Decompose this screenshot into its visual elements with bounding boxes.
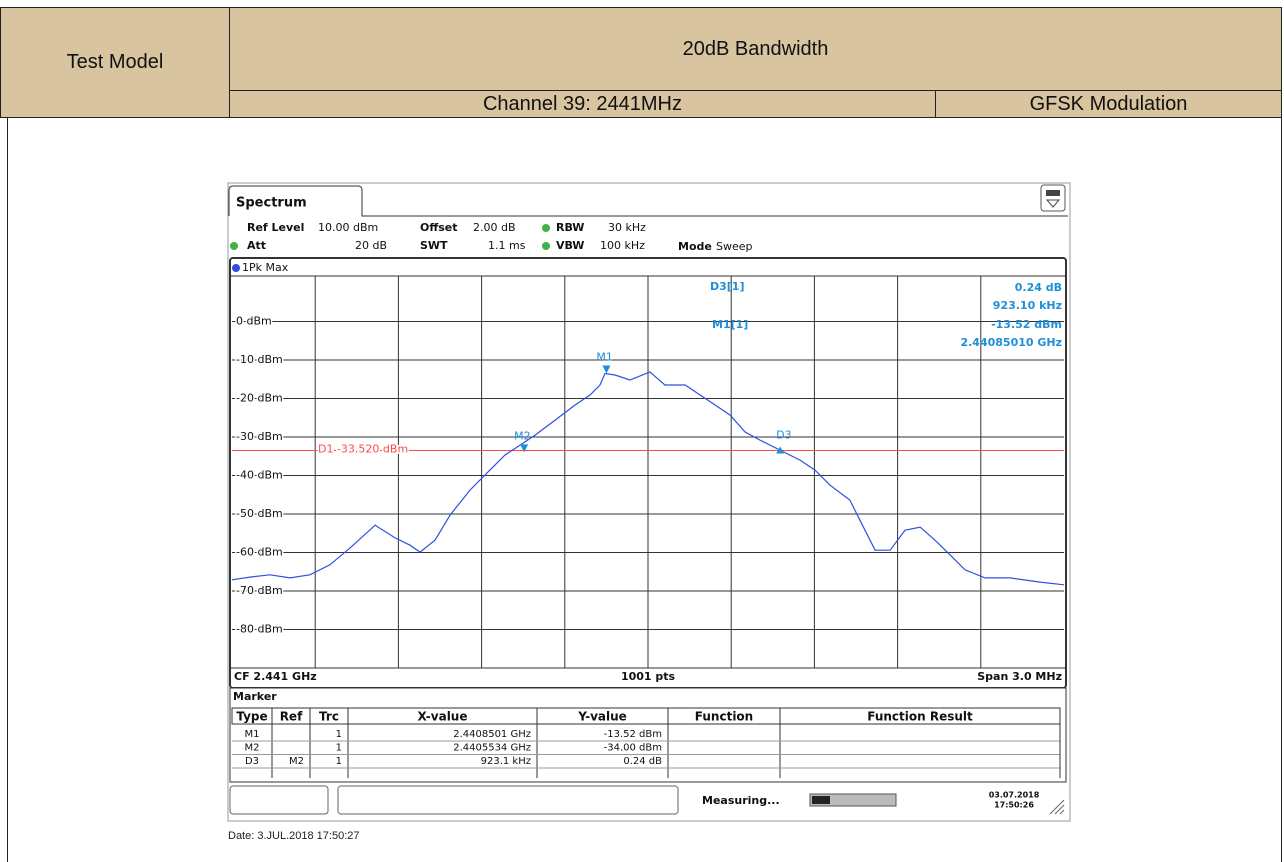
- modulation-cell: GFSK Modulation: [935, 90, 1282, 118]
- span: Span 3.0 MHz: [977, 670, 1062, 683]
- y-tick-label: -10 dBm: [236, 353, 283, 366]
- setting-value: Sweep: [716, 240, 753, 253]
- threshold-label: D1 -33.520 dBm: [318, 443, 408, 456]
- grid: 0 dBm -10 dBm -20 dBm -30 dBm -40 dBm -50 dBm…: [232, 276, 1064, 668]
- status-box: [337, 785, 679, 815]
- readout-label: M1[1]: [712, 318, 748, 331]
- column-header: Function: [695, 710, 753, 724]
- marker-label: D3: [776, 428, 791, 441]
- resize-grip: [1049, 799, 1065, 815]
- timestamp-time: 17:50:26: [994, 801, 1034, 810]
- readout-value: -13.52 dBm: [991, 318, 1062, 331]
- tab-label: Spectrum: [236, 196, 307, 211]
- setting-label: Mode: [678, 240, 712, 253]
- center-frequency: CF 2.441 GHz: [234, 670, 317, 683]
- setting-value: 2.00 dB: [473, 221, 516, 234]
- cell: 1: [336, 743, 342, 754]
- setting-label: Att: [247, 239, 266, 252]
- status: Measuring...: [702, 794, 780, 807]
- title: 20dB Bandwidth: [682, 37, 829, 60]
- readout-label: D3[1]: [710, 280, 745, 293]
- column-header: Function Result: [867, 710, 973, 724]
- title-cell: 20dB Bandwidth: [229, 7, 1282, 91]
- cell: D3: [245, 756, 259, 767]
- test-model-cell: Test Model: [0, 7, 230, 118]
- y-tick-label: -60 dBm: [236, 546, 283, 559]
- y-tick-label: -20 dBm: [236, 392, 283, 405]
- status-dot: [542, 224, 550, 232]
- setting-value: 30 kHz: [608, 221, 646, 234]
- marker-label: M2: [514, 429, 531, 442]
- cell: 1: [336, 729, 342, 740]
- cell: 923.1 kHz: [481, 756, 531, 767]
- cell: -13.52 dBm: [604, 729, 662, 740]
- column-header: Trc: [319, 710, 339, 724]
- marker: [520, 444, 529, 453]
- marker: [602, 365, 611, 374]
- marker-table: Type Ref Trc X-value Y-value Function Function…: [231, 707, 1061, 778]
- tab-outline: [228, 185, 1068, 217]
- modulation: GFSK Modulation: [1029, 92, 1188, 115]
- y-tick-label: -50 dBm: [236, 507, 283, 520]
- cell: 2.4405534 GHz: [453, 743, 531, 754]
- status-dot: [230, 242, 238, 250]
- timestamp-date: 03.07.2018: [989, 791, 1040, 800]
- setting-value: 1.1 ms: [488, 239, 526, 252]
- y-tick-label: 0 dBm: [236, 315, 272, 328]
- status-dot: [542, 242, 550, 250]
- channel-cell: Channel 39: 2441MHz: [229, 90, 936, 118]
- cell: M2: [245, 743, 260, 754]
- test-model: Test Model: [66, 51, 164, 73]
- column-header: Ref: [280, 710, 303, 724]
- setting-label: Offset: [420, 221, 458, 234]
- setting-value: 10.00 dBm: [318, 221, 378, 234]
- setting-label: VBW: [556, 239, 584, 252]
- column-header: X-value: [418, 710, 468, 724]
- channel: Channel 39: 2441MHz: [482, 92, 682, 115]
- column-header: Type: [236, 710, 267, 724]
- cell: M1: [245, 729, 260, 740]
- body-cell: [7, 117, 1282, 862]
- y-tick-label: -70 dBm: [236, 584, 283, 597]
- marks: D1 -33.520 dBm M1 M2 D3: [231, 351, 1065, 586]
- cell: 0.24 dB: [623, 756, 662, 767]
- marker-label: M1: [596, 351, 613, 364]
- cell: -34.00 dBm: [604, 743, 662, 754]
- trace-dot: [232, 264, 240, 272]
- cell: 2.4408501 GHz: [453, 729, 531, 740]
- y-tick-label: -40 dBm: [236, 469, 283, 482]
- cell: 1: [336, 756, 342, 767]
- cell: M2: [289, 756, 304, 767]
- trace-label: 1Pk Max: [242, 261, 289, 274]
- menu-icon-arrow: [1045, 199, 1061, 208]
- marker-table-title: Marker: [233, 690, 277, 703]
- progress-bar: [809, 793, 897, 807]
- setting-value: 100 kHz: [600, 239, 645, 252]
- readout-value: 0.24 dB: [1015, 281, 1062, 294]
- status-box: [229, 785, 329, 815]
- y-tick-label: -30 dBm: [236, 430, 283, 443]
- column-header: Y-value: [577, 710, 627, 724]
- readout-value: 923.10 kHz: [993, 299, 1062, 312]
- y-tick-label: -80 dBm: [236, 623, 283, 636]
- setting-label: RBW: [556, 221, 584, 234]
- setting-label: SWT: [420, 239, 448, 252]
- date: Date: 3.JUL.2018 17:50:27: [228, 830, 360, 842]
- trace: [231, 371, 1065, 586]
- progress-fill: [812, 796, 830, 804]
- menu-icon-glyph: [1046, 190, 1060, 196]
- readout-value: 2.44085010 GHz: [960, 336, 1062, 349]
- setting-value: 20 dB: [355, 239, 387, 252]
- points: 1001 pts: [621, 670, 676, 683]
- marker: [776, 446, 785, 454]
- marker-table-frame: [229, 687, 1067, 783]
- setting-label: Ref Level: [247, 221, 304, 234]
